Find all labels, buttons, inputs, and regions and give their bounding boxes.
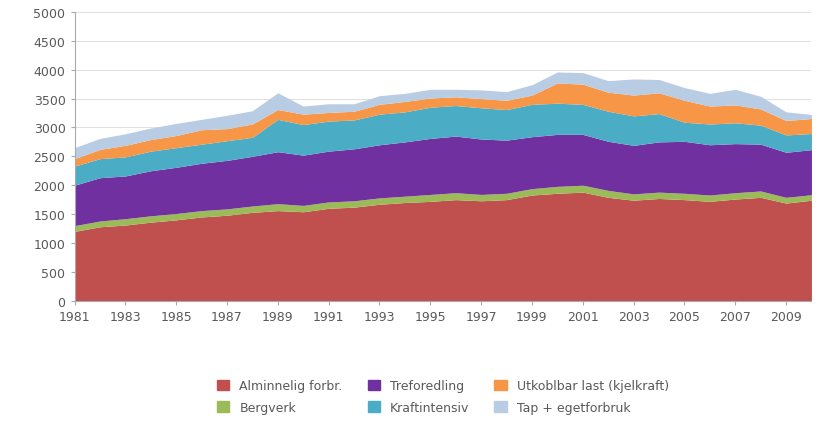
Legend: Alminnelig forbr., Bergverk, Treforedling, Kraftintensiv, Utkoblbar last (kjelkr: Alminnelig forbr., Bergverk, Treforedlin… bbox=[217, 379, 668, 414]
